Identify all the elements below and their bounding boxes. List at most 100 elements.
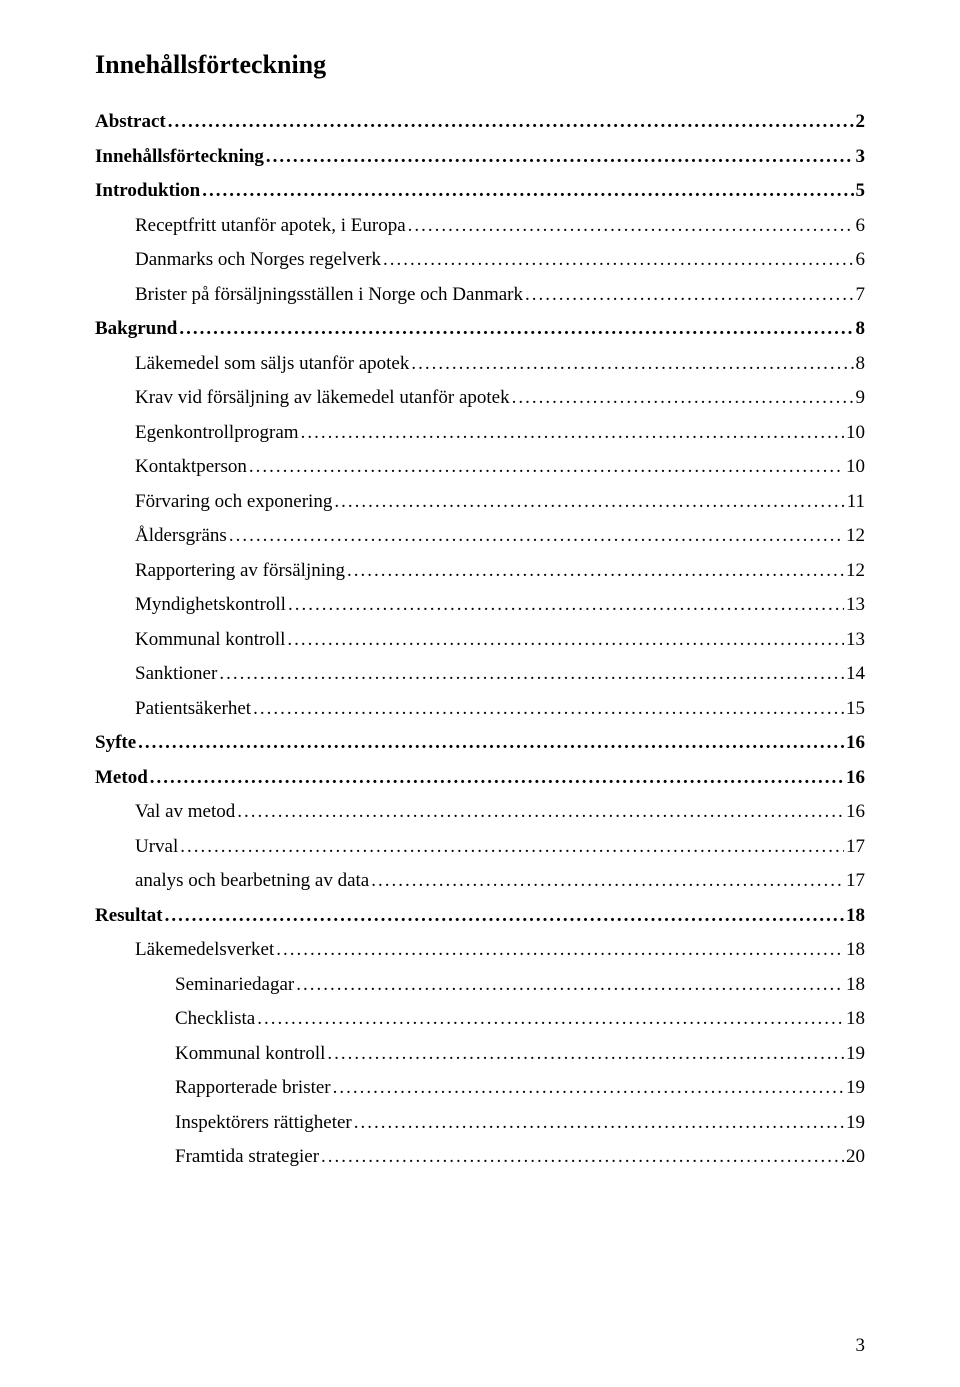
toc-entry-label: Egenkontrollprogram	[135, 419, 299, 448]
toc-leader-dots	[525, 281, 854, 310]
toc-entry: Kontaktperson 10	[135, 453, 865, 482]
page-number: 3	[856, 1335, 866, 1357]
toc-entry-label: Brister på försäljningsställen i Norge o…	[135, 281, 523, 310]
toc-entry: Framtida strategier 20	[175, 1143, 865, 1172]
toc-entry-page: 5	[856, 177, 866, 206]
toc-entry-label: Krav vid försäljning av läkemedel utanfö…	[135, 384, 510, 413]
toc-entry: Läkemedelsverket 18	[135, 936, 865, 965]
toc-entry-page: 16	[846, 798, 865, 827]
toc-entry-page: 17	[846, 867, 865, 896]
toc-leader-dots	[266, 143, 854, 172]
toc-entry-page: 6	[856, 212, 866, 241]
toc-entry: Inspektörers rättigheter 19	[175, 1109, 865, 1138]
toc-entry-label: Metod	[95, 764, 148, 793]
toc-entry-label: Rapporterade brister	[175, 1074, 331, 1103]
toc-entry-page: 16	[846, 729, 865, 758]
toc-entry-page: 18	[846, 936, 865, 965]
toc-leader-dots	[219, 660, 844, 689]
toc-leader-dots	[150, 764, 844, 793]
toc-entry-page: 15	[846, 695, 865, 724]
toc-entry-page: 8	[856, 315, 866, 344]
toc-entry-label: Val av metod	[135, 798, 235, 827]
toc-leader-dots	[411, 350, 853, 379]
toc-entry: Receptfritt utanför apotek, i Europa 6	[135, 212, 865, 241]
toc-entry-page: 19	[846, 1074, 865, 1103]
toc-entry-label: Urval	[135, 833, 178, 862]
toc-entry: Krav vid försäljning av läkemedel utanfö…	[135, 384, 865, 413]
toc-entry-page: 12	[846, 557, 865, 586]
toc-entry: Åldersgräns12	[135, 522, 865, 551]
toc-leader-dots	[168, 108, 854, 137]
toc-entry: Rapportering av försäljning 12	[135, 557, 865, 586]
toc-entry-page: 18	[846, 1005, 865, 1034]
toc-entry-label: Introduktion	[95, 177, 200, 206]
toc-leader-dots	[287, 626, 844, 655]
toc-entry-label: Seminariedagar	[175, 971, 294, 1000]
toc-leader-dots	[321, 1143, 844, 1172]
toc-entry-page: 12	[846, 522, 865, 551]
toc-entry-label: Sanktioner	[135, 660, 217, 689]
toc-leader-dots	[180, 833, 844, 862]
toc-leader-dots	[408, 212, 854, 241]
toc-leader-dots	[333, 1074, 844, 1103]
toc-entry-label: Kommunal kontroll	[135, 626, 285, 655]
document-page: Innehållsförteckning Abstract2Innehållsf…	[0, 0, 960, 1387]
toc-leader-dots	[257, 1005, 844, 1034]
toc-entry-label: Läkemedel som säljs utanför apotek	[135, 350, 409, 379]
toc-entry-page: 19	[846, 1109, 865, 1138]
toc-entry-label: Inspektörers rättigheter	[175, 1109, 352, 1138]
toc-leader-dots	[288, 591, 844, 620]
toc-entry-page: 8	[856, 350, 866, 379]
toc-entry: Patientsäkerhet 15	[135, 695, 865, 724]
toc-leader-dots	[347, 557, 844, 586]
toc-leader-dots	[301, 419, 844, 448]
toc-entry: Kommunal kontroll 13	[135, 626, 865, 655]
toc-entry-page: 2	[856, 108, 866, 137]
toc-entry: Läkemedel som säljs utanför apotek 8	[135, 350, 865, 379]
toc-entry-label: Framtida strategier	[175, 1143, 319, 1172]
toc-entry: Introduktion 5	[95, 177, 865, 206]
toc-entry-label: Läkemedelsverket	[135, 936, 274, 965]
toc-entry: Checklista18	[175, 1005, 865, 1034]
toc-entry-page: 6	[856, 246, 866, 275]
toc-leader-dots	[138, 729, 844, 758]
toc-entry-page: 20	[846, 1143, 865, 1172]
toc-leader-dots	[249, 453, 844, 482]
toc-entry-page: 11	[847, 488, 865, 517]
toc-entry-label: Förvaring och exponering	[135, 488, 332, 517]
toc-entry-label: Patientsäkerhet	[135, 695, 251, 724]
toc-entry: Förvaring och exponering 11	[135, 488, 865, 517]
toc-entry-page: 13	[846, 591, 865, 620]
toc-entry-label: Abstract	[95, 108, 166, 137]
toc-entry: Syfte16	[95, 729, 865, 758]
toc-entry-label: Kommunal kontroll	[175, 1040, 325, 1069]
toc-entry-label: Receptfritt utanför apotek, i Europa	[135, 212, 406, 241]
toc-leader-dots	[202, 177, 853, 206]
toc-entry-page: 18	[846, 902, 865, 931]
toc-entry-label: Kontaktperson	[135, 453, 247, 482]
toc-entry: Egenkontrollprogram10	[135, 419, 865, 448]
toc-entry-label: analys och bearbetning av data	[135, 867, 369, 896]
toc-entry-page: 7	[856, 281, 866, 310]
toc-entry-label: Bakgrund	[95, 315, 177, 344]
toc-entry-page: 10	[846, 453, 865, 482]
toc-entry: Sanktioner14	[135, 660, 865, 689]
toc-entry-page: 19	[846, 1040, 865, 1069]
toc-leader-dots	[383, 246, 853, 275]
toc-entry: Urval17	[135, 833, 865, 862]
toc-entry-label: Innehållsförteckning	[95, 143, 264, 172]
toc-leader-dots	[165, 902, 844, 931]
toc-entry: Bakgrund 8	[95, 315, 865, 344]
toc-leader-dots	[512, 384, 854, 413]
toc-entry-label: Rapportering av försäljning	[135, 557, 345, 586]
toc-entry: Danmarks och Norges regelverk6	[135, 246, 865, 275]
toc-entry-page: 18	[846, 971, 865, 1000]
toc-leader-dots	[354, 1109, 844, 1138]
toc-entry: Metod16	[95, 764, 865, 793]
toc-entry: Brister på försäljningsställen i Norge o…	[135, 281, 865, 310]
toc-entry-page: 3	[856, 143, 866, 172]
toc-entry-label: Myndighetskontroll	[135, 591, 286, 620]
toc-entry: Resultat18	[95, 902, 865, 931]
toc-entry: analys och bearbetning av data 17	[135, 867, 865, 896]
toc-entry-page: 13	[846, 626, 865, 655]
